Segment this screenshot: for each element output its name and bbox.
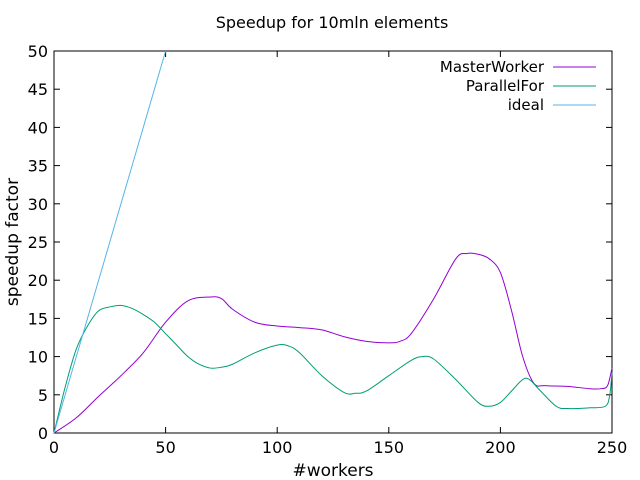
- legend-label-parallelfor: ParallelFor: [466, 77, 545, 95]
- series-line-ideal: [53, 50, 167, 434]
- x-tick-label: 100: [262, 438, 293, 457]
- x-tick-label: 0: [49, 438, 59, 457]
- y-tick-label: 30: [28, 195, 48, 214]
- series-group: [53, 50, 613, 434]
- x-axis-label: #workers: [292, 461, 373, 480]
- y-tick-label: 15: [28, 309, 48, 328]
- y-tick-label: 25: [28, 233, 48, 252]
- chart-title: Speedup for 10mln elements: [216, 13, 449, 32]
- y-tick-label: 45: [28, 80, 48, 99]
- y-tick-label: 0: [38, 424, 48, 443]
- series-line-masterworker: [53, 252, 613, 434]
- x-tick-label: 200: [485, 438, 516, 457]
- legend-label-masterworker: MasterWorker: [440, 58, 545, 76]
- y-axis-label: speedup factor: [3, 178, 23, 306]
- y-tick-label: 5: [38, 386, 48, 405]
- tick-group: 0 50 100 150 200 250 0 5 10 15 20 25 30 35 40 45 50: [28, 42, 628, 457]
- y-tick-label: 40: [28, 118, 48, 137]
- y-tick-label: 35: [28, 157, 48, 176]
- y-tick-label: 20: [28, 271, 48, 290]
- y-tick-label: 50: [28, 42, 48, 61]
- legend-label-ideal: ideal: [508, 96, 544, 114]
- series-line-parallelfor: [53, 304, 613, 434]
- x-tick-label: 250: [597, 438, 628, 457]
- x-tick-label: 150: [374, 438, 405, 457]
- x-tick-label: 50: [155, 438, 175, 457]
- y-tick-label: 10: [28, 348, 48, 367]
